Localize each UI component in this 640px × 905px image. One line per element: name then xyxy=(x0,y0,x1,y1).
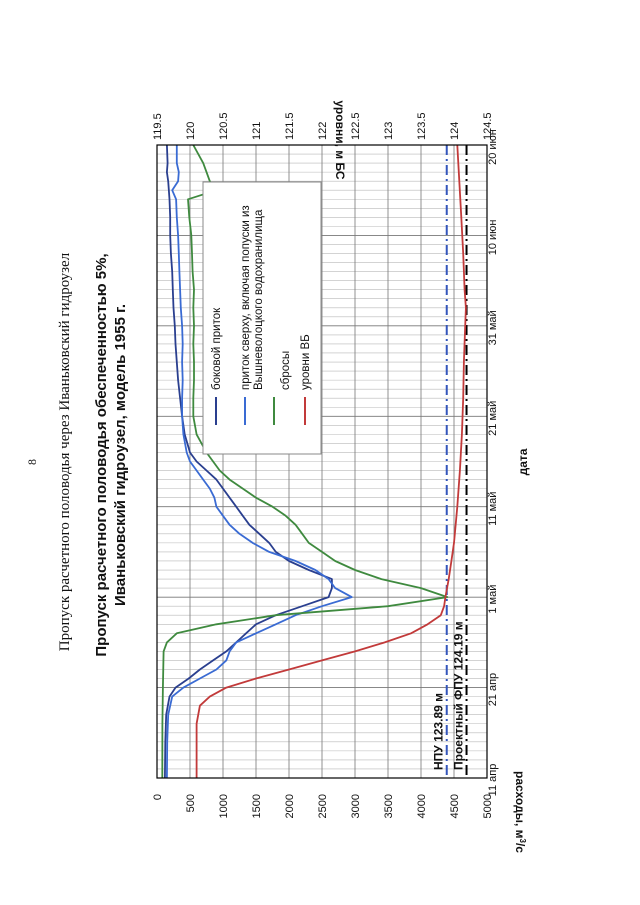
section-heading: Пропуск расчетного половодья через Ивань… xyxy=(57,252,73,651)
reference-lines: Проектный ФПУ 124.19 м НПУ 123.89 м xyxy=(432,145,468,778)
page-number: 8 xyxy=(25,459,39,465)
y-tick-label-0: 0 xyxy=(152,794,164,800)
y2-tick-label-124_5: 124.5 xyxy=(482,112,494,140)
y-tick-label-5000: 5000 xyxy=(482,794,494,818)
y-tick-label-2500: 2500 xyxy=(317,794,329,818)
x-tick-label-30: 11 май xyxy=(487,492,499,526)
series-lines xyxy=(161,144,467,779)
series-line-inflow xyxy=(166,145,353,779)
x-tick-label-50: 31 май xyxy=(487,310,499,345)
ref-label-fpu: Проектный ФПУ 124.19 м xyxy=(452,621,466,770)
x-tick-label-0: 11 апр xyxy=(487,764,499,797)
series-line-levels xyxy=(195,144,467,778)
y-tick-label-3500: 3500 xyxy=(383,794,395,818)
y2-tick-label-122: 122 xyxy=(317,122,329,140)
legend-box xyxy=(202,181,322,455)
y-tick-label-1500: 1500 xyxy=(251,794,263,818)
y2-tick-label-121_5: 121.5 xyxy=(284,112,296,140)
x-tick-label-10: 21 апр xyxy=(487,673,499,706)
y2-tick-label-120: 120 xyxy=(185,122,197,140)
y-tick-label-3000: 3000 xyxy=(350,794,362,818)
x-tick-label-40: 21 май xyxy=(487,401,499,436)
y2-tick-label-119_5: 119.5 xyxy=(152,113,164,140)
y2-tick-label-121: 121 xyxy=(251,122,263,140)
y-tick-label-2000: 2000 xyxy=(284,794,296,818)
y-tick-label-4500: 4500 xyxy=(449,794,461,818)
y2-axis-title: уровни, м БС xyxy=(333,100,347,180)
y2-tick-label-124: 124 xyxy=(449,122,461,140)
x-tick-label-70: 20 июн xyxy=(487,129,499,165)
y-tick-label-500: 500 xyxy=(185,794,197,812)
plot-frame xyxy=(156,144,488,779)
x-tick-label-20: 1 май xyxy=(487,585,499,614)
y2-tick-label-123: 123 xyxy=(383,122,395,140)
chart-title-line1: Пропуск расчетного половодья обеспеченно… xyxy=(93,253,110,656)
legend: боковой приток приток сверху, включая по… xyxy=(202,181,322,455)
legend-label-discharge: сбросы xyxy=(280,351,292,390)
y-tick-label-1000: 1000 xyxy=(218,794,230,818)
x-axis-title: дата xyxy=(516,448,530,475)
y2-tick-label-122_5: 122.5 xyxy=(350,112,362,140)
x-tick-label-60: 10 июн xyxy=(487,220,499,256)
legend-label-inflow: приток сверху, включая попуски из Вышнев… xyxy=(240,202,265,390)
ref-label-npu: НПУ 123.89 м xyxy=(432,693,446,770)
series-line-lateral xyxy=(164,144,333,779)
legend-label-levels: уровни ВБ xyxy=(300,334,312,390)
y2-tick-label-123_5: 123.5 xyxy=(416,112,428,140)
y-axis-title: расходы, м3/с xyxy=(513,771,528,853)
legend-label-lateral: боковой приток xyxy=(211,307,223,390)
y-tick-label-4000: 4000 xyxy=(416,794,428,818)
series-line-discharge xyxy=(161,144,449,779)
chart-title-line2: Иваньковский гидроузел, модель 1955 г. xyxy=(112,304,129,606)
axis-ticks: 0 500 1000 1500 2000 2500 3000 3500 4000 4500 5000… xyxy=(152,112,499,818)
y2-tick-label-120_5: 120.5 xyxy=(218,112,230,140)
